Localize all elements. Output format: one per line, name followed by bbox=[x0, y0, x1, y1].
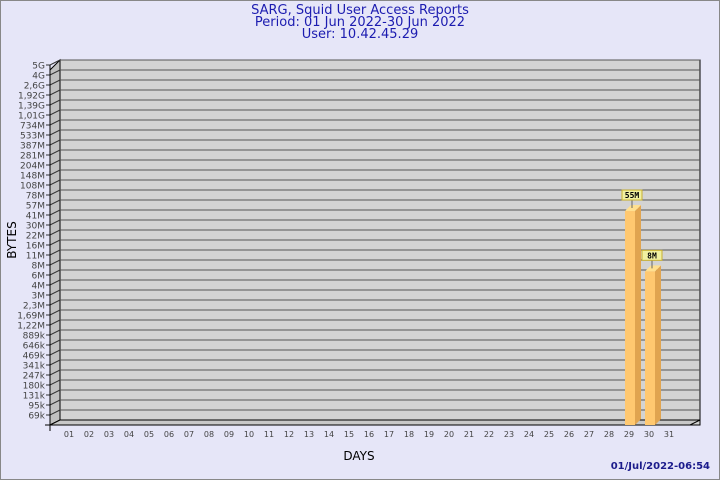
y-tick-label: 5G bbox=[32, 62, 45, 72]
x-tick-label: 25 bbox=[544, 430, 554, 439]
x-tick-label: 20 bbox=[444, 430, 454, 439]
y-tick-label: 131k bbox=[23, 392, 46, 402]
x-tick-label: 28 bbox=[604, 430, 614, 439]
y-tick-label: 41M bbox=[26, 212, 45, 222]
bar-top bbox=[645, 265, 661, 272]
y-tick-label: 247k bbox=[23, 372, 46, 382]
y-tick-label: 78M bbox=[26, 192, 45, 202]
x-tick-label: 10 bbox=[244, 430, 254, 439]
y-tick-label: 204M bbox=[20, 162, 45, 172]
y-tick-label: 6M bbox=[32, 272, 46, 282]
y-tick-label: 889k bbox=[23, 332, 46, 342]
y-tick-label: 69k bbox=[28, 412, 45, 422]
y-tick-label: 2,6G bbox=[24, 82, 45, 92]
y-tick-label: 95k bbox=[28, 402, 45, 412]
bar-side bbox=[655, 265, 661, 425]
x-tick-label: 24 bbox=[524, 430, 534, 439]
x-tick-label: 22 bbox=[484, 430, 494, 439]
y-tick-label: 4G bbox=[32, 72, 45, 82]
y-tick-label: 108M bbox=[20, 182, 45, 192]
x-tick-label: 09 bbox=[224, 430, 234, 439]
y-tick-label: 341k bbox=[23, 362, 46, 372]
y-tick-label: 533M bbox=[20, 132, 45, 142]
x-tick-label: 26 bbox=[564, 430, 574, 439]
x-tick-label: 16 bbox=[364, 430, 374, 439]
x-tick-label: 18 bbox=[404, 430, 414, 439]
y-tick-label: 646k bbox=[23, 342, 46, 352]
data-label: 8M bbox=[647, 251, 657, 260]
data-label: 55M bbox=[625, 191, 640, 200]
x-tick-label: 03 bbox=[104, 430, 114, 439]
y-tick-label: 1,69M bbox=[17, 312, 45, 322]
x-tick-label: 13 bbox=[304, 430, 314, 439]
timestamp: 01/Jul/2022-06:54 bbox=[610, 461, 710, 472]
y-tick-label: 4M bbox=[32, 282, 46, 292]
x-tick-label: 29 bbox=[624, 430, 634, 439]
data-label-box bbox=[641, 249, 663, 261]
x-tick-label: 01 bbox=[64, 430, 74, 439]
x-tick-label: 12 bbox=[284, 430, 294, 439]
x-tick-label: 21 bbox=[464, 430, 474, 439]
x-tick-label: 17 bbox=[384, 430, 394, 439]
x-tick-label: 11 bbox=[264, 430, 274, 439]
y-tick-label: 30M bbox=[26, 222, 45, 232]
y-tick-label: 16M bbox=[26, 242, 45, 252]
bar bbox=[645, 271, 655, 425]
y-tick-label: 8M bbox=[32, 262, 46, 272]
data-label-box bbox=[621, 189, 643, 201]
chart-period: Period: 01 Jun 2022-30 Jun 2022 bbox=[254, 15, 466, 30]
y-tick-label: 1,22M bbox=[17, 322, 45, 332]
y-tick-label: 148M bbox=[20, 172, 45, 182]
y-tick-label: 22M bbox=[26, 232, 45, 242]
y-tick-label: 734M bbox=[20, 122, 45, 132]
x-tick-label: 02 bbox=[84, 430, 94, 439]
x-tick-label: 23 bbox=[504, 430, 514, 439]
y-tick-label: 3M bbox=[32, 292, 46, 302]
plot-back-wall bbox=[59, 59, 701, 426]
x-tick-label: 06 bbox=[164, 430, 174, 439]
y-tick-label: 281M bbox=[20, 152, 45, 162]
x-tick-label: 08 bbox=[204, 430, 214, 439]
y-tick-label: 57M bbox=[26, 202, 45, 212]
y-tick-label: 2,3M bbox=[23, 302, 45, 312]
bar-top bbox=[625, 205, 641, 212]
plot-floor bbox=[49, 419, 701, 426]
x-tick-label: 31 bbox=[664, 430, 674, 439]
x-tick-label: 07 bbox=[184, 430, 194, 439]
y-tick-label: 1,01G bbox=[18, 112, 45, 122]
x-axis-label: DAYS bbox=[343, 449, 374, 463]
x-tick-label: 14 bbox=[324, 430, 334, 439]
x-tick-label: 19 bbox=[424, 430, 434, 439]
y-tick-label: 469k bbox=[23, 352, 46, 362]
y-axis-label: BYTES bbox=[5, 221, 19, 258]
y-tick-label: 1,39G bbox=[18, 102, 45, 112]
y-tick-label: 180k bbox=[23, 382, 46, 392]
x-tick-label: 30 bbox=[644, 430, 654, 439]
bar-side bbox=[635, 205, 641, 425]
bar bbox=[625, 211, 635, 425]
x-tick-label: 27 bbox=[584, 430, 594, 439]
y-tick-label: 1,92G bbox=[18, 92, 45, 102]
y-tick-label: 387M bbox=[20, 142, 45, 152]
x-tick-label: 15 bbox=[344, 430, 354, 439]
x-tick-label: 04 bbox=[124, 430, 134, 439]
y-tick-label: 11M bbox=[26, 252, 45, 262]
x-tick-label: 05 bbox=[144, 430, 154, 439]
chart-title: SARG, Squid User Access Reports bbox=[251, 3, 469, 18]
chart-user: User: 10.42.45.29 bbox=[301, 27, 419, 42]
